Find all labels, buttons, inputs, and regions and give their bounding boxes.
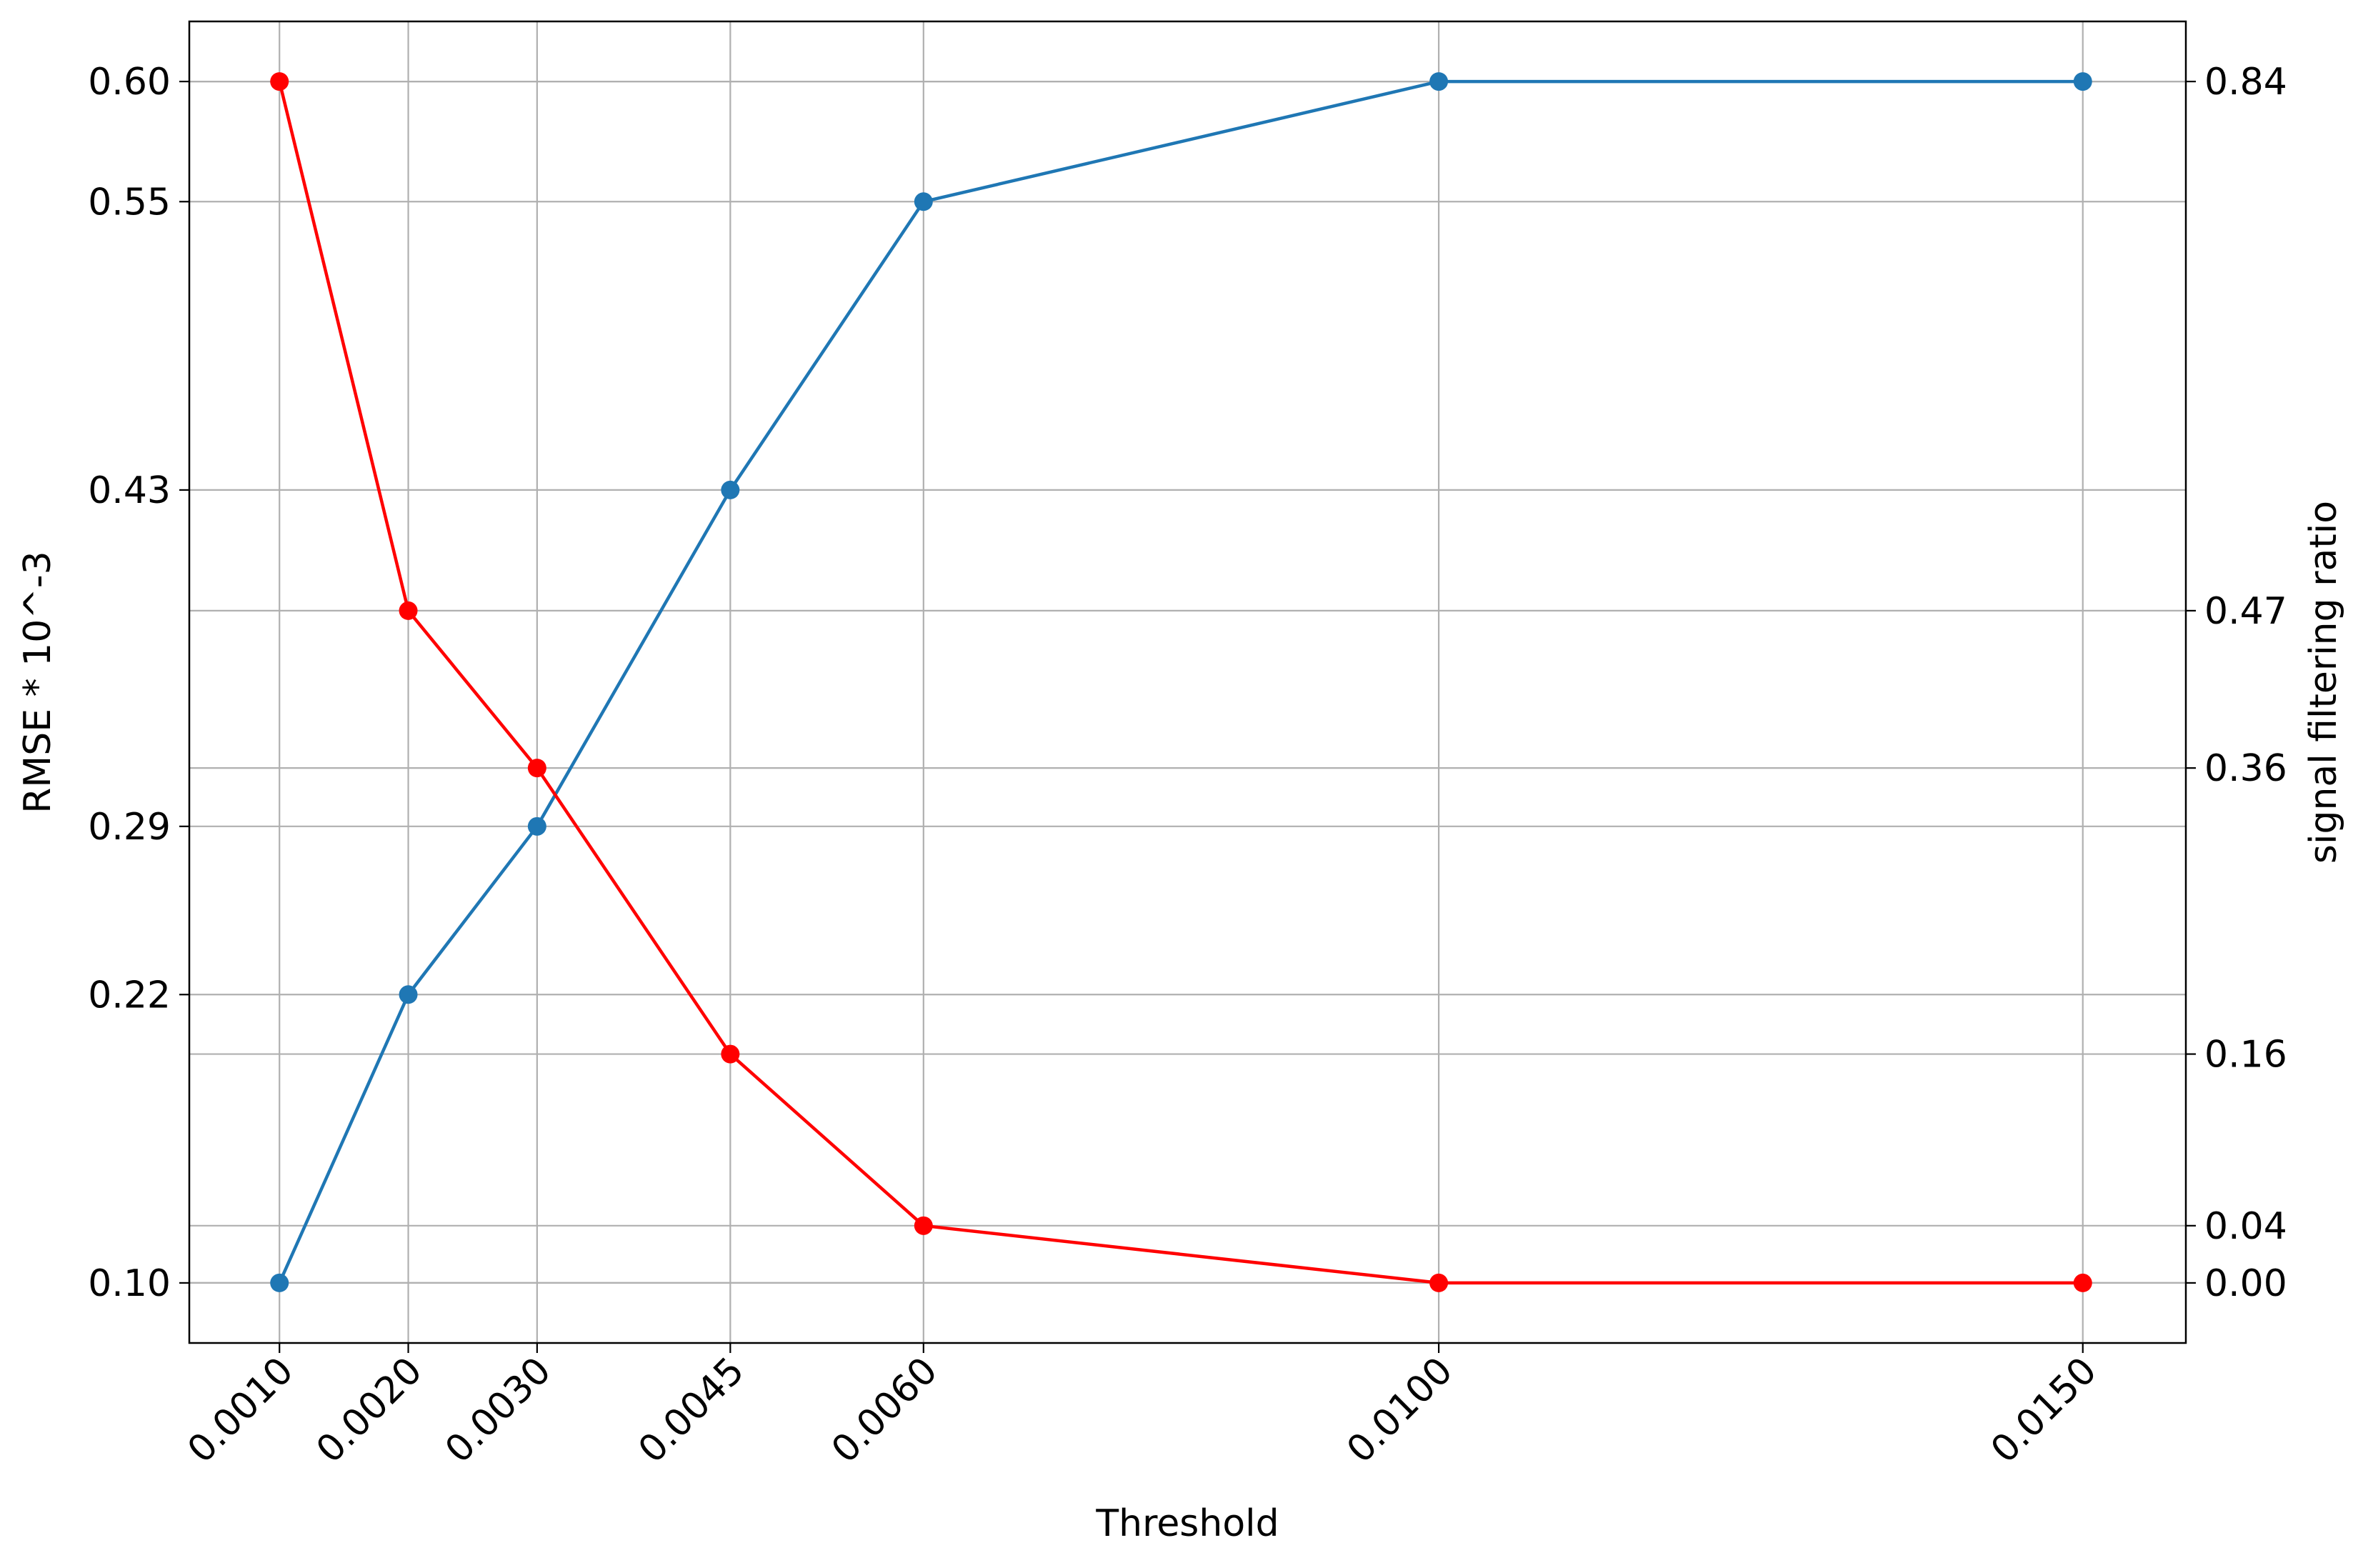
series-1-point [399,985,418,1004]
y-right-tick-label: 0.16 [2204,1034,2287,1077]
series-1-point [721,480,740,499]
series-1-point [527,817,546,836]
series-1-point [914,192,933,211]
y-left-tick-label: 0.22 [88,974,171,1017]
y-left-tick-label: 0.29 [88,806,171,849]
series-1-point [1429,72,1449,91]
y-left-tick-label: 0.43 [88,469,171,512]
series-2-point [721,1044,740,1064]
y-axis-left-label: RMSE * 10^-3 [16,551,59,814]
series-1-point [2073,72,2092,91]
series-layer [270,72,2092,1292]
y-right-tick-label: 0.84 [2204,61,2287,104]
y-left-tick-label: 0.55 [88,181,171,224]
series-2-point [2073,1273,2092,1292]
y-left-tick-label: 0.60 [88,61,171,104]
series-1-point [270,1273,289,1292]
series-2-point [399,601,418,620]
series-2-point [914,1216,933,1235]
plot-frame [188,20,2187,1344]
y-axis-right-label: signal filtering ratio [2302,501,2345,864]
series-2-point [270,72,289,91]
series-2-point [1429,1273,1449,1292]
y-right-tick-label: 0.47 [2204,590,2287,633]
y-left-tick-label: 0.10 [88,1262,171,1305]
y-right-tick-label: 0.04 [2204,1205,2287,1248]
y-right-tick-label: 0.00 [2204,1262,2287,1305]
series-2-point [527,759,546,778]
y-right-tick-label: 0.36 [2204,747,2287,790]
x-axis-label: Threshold [1095,1502,1279,1545]
